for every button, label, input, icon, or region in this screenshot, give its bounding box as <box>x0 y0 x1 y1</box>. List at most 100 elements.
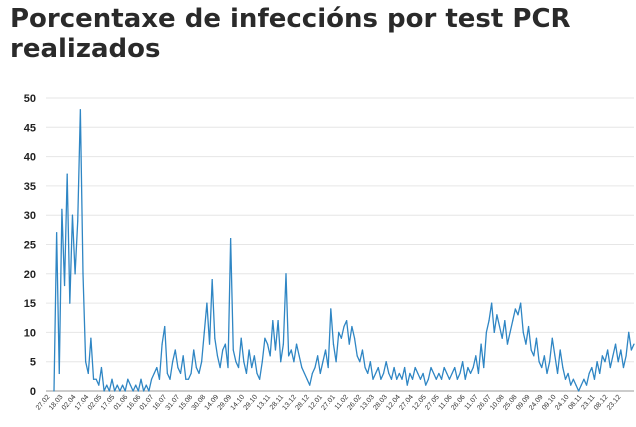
data-point <box>591 366 593 369</box>
data-point <box>564 378 567 380</box>
data-point <box>114 390 116 392</box>
data-point <box>541 366 543 369</box>
data-point <box>580 384 582 386</box>
data-point <box>588 372 590 375</box>
data-point <box>630 349 632 351</box>
data-point <box>322 361 324 363</box>
data-point <box>404 366 406 369</box>
data-point <box>575 384 577 386</box>
data-point <box>338 331 340 333</box>
y-tick-label: 35 <box>24 181 36 193</box>
data-point <box>240 337 242 339</box>
data-point <box>245 372 248 375</box>
data-point <box>145 384 147 386</box>
data-point <box>364 366 366 369</box>
data-point <box>390 378 393 380</box>
data-point <box>150 378 153 380</box>
data-point <box>143 390 145 392</box>
data-point <box>61 208 63 210</box>
data-point <box>380 378 382 380</box>
data-point <box>259 378 261 380</box>
data-point <box>527 325 530 328</box>
data-point <box>467 366 469 369</box>
data-point <box>309 384 311 386</box>
data-point <box>98 384 100 386</box>
data-point <box>556 372 559 375</box>
data-point <box>53 390 55 392</box>
data-point <box>593 378 596 380</box>
data-point <box>356 355 358 357</box>
series-line <box>53 109 635 392</box>
data-point <box>346 320 348 322</box>
data-point <box>435 378 437 380</box>
data-point <box>190 372 192 375</box>
data-point <box>69 302 71 304</box>
data-point <box>298 355 300 357</box>
data-point <box>87 372 89 375</box>
data-point <box>578 390 580 392</box>
data-point <box>396 378 398 380</box>
series-layer <box>53 109 635 392</box>
data-point <box>419 378 422 380</box>
data-point <box>535 337 538 339</box>
data-point <box>319 372 321 375</box>
data-point <box>446 372 448 375</box>
data-point <box>504 320 506 322</box>
data-point <box>224 343 226 345</box>
data-point <box>261 361 263 363</box>
y-tick-label: 0 <box>30 386 36 398</box>
data-point <box>272 320 274 322</box>
data-point <box>451 372 453 375</box>
data-point <box>622 366 625 369</box>
data-point <box>92 378 95 380</box>
data-point <box>496 314 498 316</box>
data-point <box>251 366 253 369</box>
data-point <box>301 366 303 369</box>
data-point <box>601 355 603 357</box>
y-tick-label: 50 <box>24 93 36 105</box>
data-point <box>179 372 182 375</box>
data-point <box>203 331 205 333</box>
data-point <box>214 337 216 339</box>
data-point <box>330 308 332 310</box>
data-point <box>464 378 466 380</box>
data-point <box>359 361 361 363</box>
data-point <box>230 238 232 240</box>
data-point <box>549 361 551 363</box>
data-point <box>79 109 81 111</box>
data-point <box>135 384 137 386</box>
data-point <box>277 320 279 322</box>
data-point <box>493 331 495 333</box>
data-point <box>599 372 601 375</box>
data-point <box>237 366 240 369</box>
data-point <box>509 331 511 333</box>
data-point <box>375 372 377 375</box>
data-point <box>156 366 158 369</box>
data-point <box>585 384 588 386</box>
data-point <box>127 378 129 380</box>
data-point <box>332 343 335 345</box>
x-tick-label: 24.10 <box>554 394 571 412</box>
data-point <box>74 273 76 275</box>
data-point <box>340 337 342 339</box>
data-point <box>248 349 250 351</box>
data-point <box>206 302 208 304</box>
data-point <box>311 372 313 375</box>
data-point <box>124 390 126 392</box>
data-point <box>324 349 327 351</box>
data-point <box>285 273 287 275</box>
data-point <box>385 361 387 363</box>
chart-title: Porcentaxe de infeccións por test PCR re… <box>10 4 571 64</box>
data-point <box>290 349 292 351</box>
data-point <box>193 349 195 351</box>
data-point <box>554 355 556 357</box>
data-point <box>351 325 353 328</box>
data-point <box>232 349 234 351</box>
data-point <box>269 355 271 357</box>
x-tick-label: 29.10 <box>243 394 260 412</box>
data-point <box>208 343 211 345</box>
data-point <box>317 355 319 357</box>
y-tick-label: 5 <box>30 357 36 369</box>
data-point <box>106 384 108 386</box>
data-point <box>343 325 345 328</box>
